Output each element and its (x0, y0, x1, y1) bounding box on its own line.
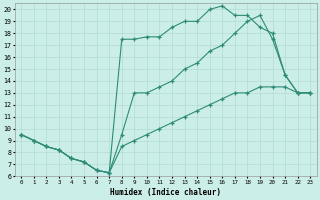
X-axis label: Humidex (Indice chaleur): Humidex (Indice chaleur) (110, 188, 221, 197)
